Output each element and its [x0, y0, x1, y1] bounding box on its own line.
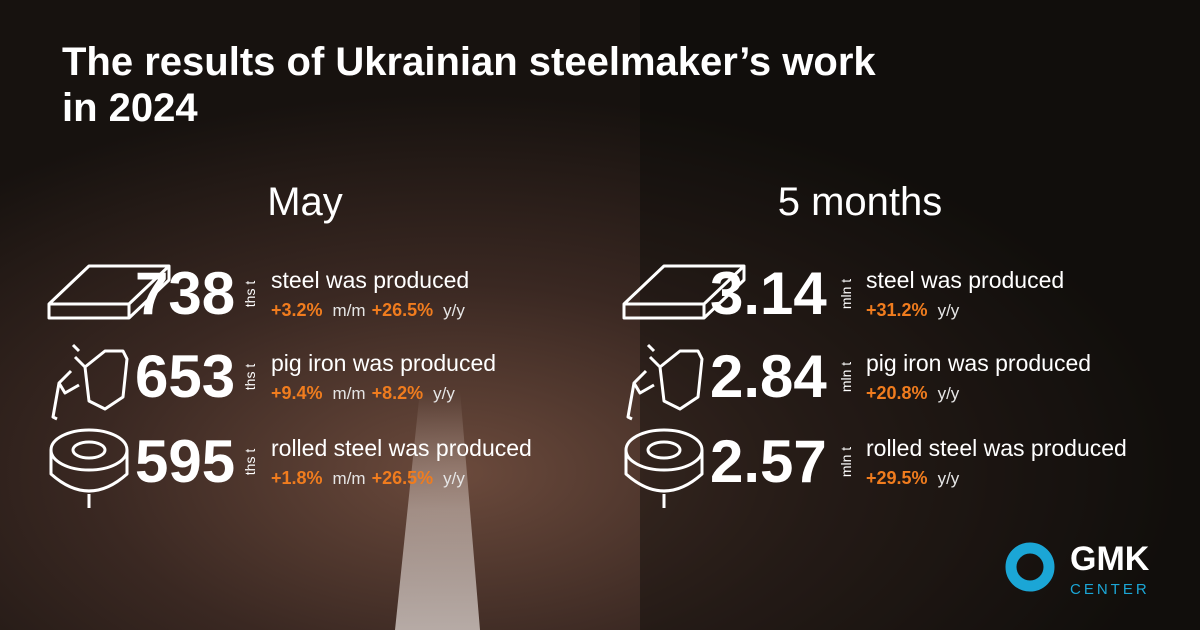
metric-row: 2.84 mln t pig iron was produced +20.8% y/y — [626, 343, 1091, 421]
metric-row: 738 ths t steel was produced +3.2% m/m +26.5%… — [47, 260, 469, 327]
metric-label: rolled steel was produced — [271, 435, 532, 461]
metric-row: 595 ths t rolled steel was produced +1.8% m/… — [49, 428, 532, 510]
metric-unit: mln t — [838, 279, 854, 309]
metric-changes: +31.2% y/y — [866, 300, 960, 320]
metric-row: 2.57 mln t rolled steel was produced +29.5%… — [624, 428, 1127, 510]
metric-unit: ths t — [242, 281, 258, 308]
metric-value: 595 — [135, 428, 235, 495]
metric-label: pig iron was produced — [866, 350, 1091, 376]
metric-row: 653 ths t pig iron was produced +9.4% m/m +8.… — [51, 343, 496, 421]
change-period: y/y — [443, 301, 465, 320]
change-period: y/y — [938, 384, 960, 403]
column: 5 months 3.14 mln t steel was produced +31.2… — [622, 180, 1127, 510]
change-period: y/y — [433, 384, 455, 403]
change-period: y/y — [938, 301, 960, 320]
change-value: +29.5% — [866, 468, 928, 488]
logo-name: GMK — [1070, 540, 1150, 578]
column: May 738 ths t steel was produced +3.2% m/m +26… — [47, 180, 532, 510]
change-value: +31.2% — [866, 300, 928, 320]
logo-sub: CENTER — [1070, 581, 1150, 598]
metric-changes: +3.2% m/m +26.5% y/y — [271, 300, 465, 320]
change-value: +26.5% — [372, 300, 434, 320]
change-value: +3.2% — [271, 300, 323, 320]
metric-changes: +9.4% m/m +8.2% y/y — [271, 383, 455, 403]
change-period: y/y — [938, 469, 960, 488]
metric-label: steel was produced — [866, 267, 1064, 293]
metric-row: 3.14 mln t steel was produced +31.2% y/y — [622, 260, 1064, 327]
logo: GMK CENTER — [1005, 540, 1150, 598]
title-line: in 2024 — [62, 86, 198, 130]
title: The results of Ukrainian steelmaker’s wo… — [62, 40, 876, 130]
metric-label: pig iron was produced — [271, 350, 496, 376]
metric-value: 2.84 — [710, 343, 827, 410]
metric-label: steel was produced — [271, 267, 469, 293]
change-value: +8.2% — [372, 383, 424, 403]
metric-changes: +1.8% m/m +26.5% y/y — [271, 468, 465, 488]
metric-changes: +29.5% y/y — [866, 468, 960, 488]
logo-ring — [1005, 542, 1055, 592]
metric-value: 653 — [135, 343, 235, 410]
change-value: +20.8% — [866, 383, 928, 403]
metric-unit: mln t — [838, 447, 854, 477]
columns: May 738 ths t steel was produced +3.2% m/m +26… — [47, 180, 1127, 510]
column-heading: 5 months — [778, 180, 943, 224]
title-line: The results of Ukrainian steelmaker’s wo… — [62, 40, 876, 84]
change-value: +1.8% — [271, 468, 323, 488]
column-heading: May — [267, 180, 343, 224]
metric-value: 738 — [135, 260, 235, 327]
change-value: +9.4% — [271, 383, 323, 403]
change-period: m/m — [333, 301, 366, 320]
change-value: +26.5% — [372, 468, 434, 488]
metric-unit: ths t — [242, 364, 258, 391]
metric-unit: mln t — [838, 362, 854, 392]
metric-value: 2.57 — [710, 428, 827, 495]
background-shade — [640, 0, 1200, 630]
metric-unit: ths t — [242, 449, 258, 476]
metric-value: 3.14 — [710, 260, 827, 327]
background-light — [395, 390, 480, 630]
metric-label: rolled steel was produced — [866, 435, 1127, 461]
change-period: m/m — [333, 384, 366, 403]
metric-changes: +20.8% y/y — [866, 383, 960, 403]
change-period: y/y — [443, 469, 465, 488]
change-period: m/m — [333, 469, 366, 488]
